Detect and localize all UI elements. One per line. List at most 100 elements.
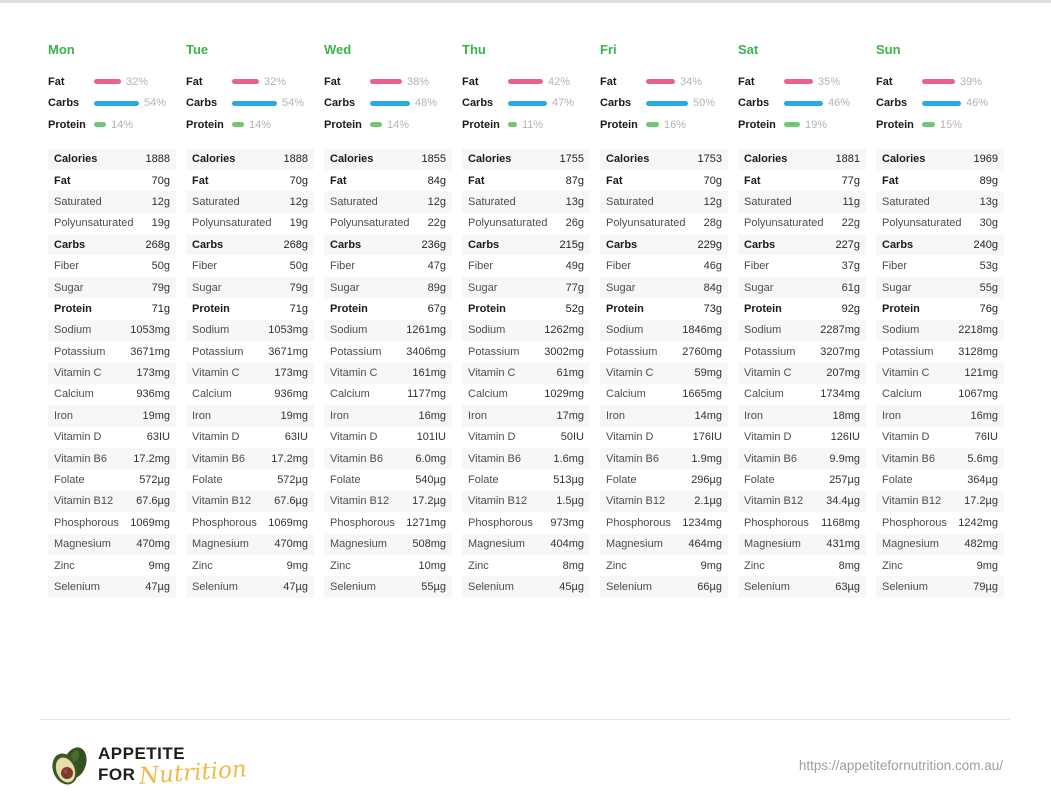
nutrient-value: 1846mg bbox=[682, 324, 722, 337]
nutrient-row-vitamin-c: Vitamin C 121mg bbox=[876, 362, 1004, 384]
nutrient-label: Vitamin B12 bbox=[744, 495, 804, 508]
nutrient-row-selenium: Selenium 55µg bbox=[324, 576, 452, 598]
nutrient-row-vitamin-d: Vitamin D 63IU bbox=[48, 427, 176, 448]
nutrient-row-polyunsaturated: Polyunsaturated 28g bbox=[600, 213, 728, 234]
nutrient-label: Magnesium bbox=[468, 538, 525, 551]
protein-bar bbox=[646, 122, 659, 128]
nutrient-row-iron: Iron 16mg bbox=[876, 405, 1004, 427]
nutrient-label: Carbs bbox=[606, 238, 638, 251]
nutrient-label: Carbs bbox=[882, 238, 914, 251]
nutrient-value: 470mg bbox=[136, 538, 170, 551]
nutrient-label: Zinc bbox=[468, 559, 489, 572]
nutrient-value: 268g bbox=[283, 238, 308, 251]
nutrient-value: 16mg bbox=[418, 409, 446, 422]
nutrient-label: Saturated bbox=[468, 195, 516, 208]
nutrient-label: Vitamin C bbox=[468, 367, 516, 380]
nutrient-label: Magnesium bbox=[192, 538, 249, 551]
nutrient-row-magnesium: Magnesium 482mg bbox=[876, 533, 1004, 555]
nutrient-label: Folate bbox=[192, 474, 223, 487]
nutrient-value: 10mg bbox=[418, 559, 446, 572]
nutrient-value: 34.4µg bbox=[826, 495, 860, 508]
nutrient-label: Folate bbox=[330, 474, 361, 487]
nutrient-row-sodium: Sodium 2287mg bbox=[738, 319, 866, 342]
nutrient-row-calories: Calories 1888 bbox=[186, 148, 314, 170]
nutrient-row-zinc: Zinc 10mg bbox=[324, 555, 452, 576]
nutrient-label: Vitamin B6 bbox=[54, 452, 107, 465]
nutrient-label: Calories bbox=[468, 153, 512, 166]
nutrient-label: Sodium bbox=[468, 324, 506, 337]
nutrient-label: Sugar bbox=[468, 281, 498, 294]
macro-label: Carbs bbox=[186, 97, 218, 110]
nutrient-value: 1753 bbox=[697, 153, 722, 166]
nutrient-label: Selenium bbox=[882, 581, 928, 593]
nutrient-row-saturated: Saturated 13g bbox=[462, 191, 590, 213]
macro-row-protein: Protein 11% bbox=[462, 114, 590, 136]
protein-bar bbox=[784, 122, 800, 128]
nutrient-value: 482mg bbox=[964, 538, 998, 551]
nutrient-row-vitamin-b6: Vitamin B6 5.6mg bbox=[876, 447, 1004, 470]
nutrient-value: 63µg bbox=[835, 581, 860, 593]
nutrient-value: 55g bbox=[979, 281, 998, 294]
nutrient-row-phosphorous: Phosphorous 1069mg bbox=[48, 512, 176, 533]
macro-percent: 14% bbox=[249, 118, 272, 131]
nutrient-row-vitamin-b6: Vitamin B6 1.6mg bbox=[462, 447, 590, 470]
nutrient-value: 67.6µg bbox=[136, 495, 170, 508]
nutrient-label: Folate bbox=[54, 474, 85, 487]
nutrient-row-iron: Iron 17mg bbox=[462, 405, 590, 427]
macro-label: Fat bbox=[876, 75, 893, 88]
fat-bar bbox=[508, 79, 543, 85]
nutrient-value: 1069mg bbox=[268, 516, 308, 529]
nutrient-value: 8mg bbox=[838, 559, 860, 572]
carbs-bar bbox=[784, 100, 823, 106]
nutrient-row-protein: Protein 76g bbox=[876, 298, 1004, 319]
macro-label: Protein bbox=[462, 118, 500, 131]
nutrient-row-protein: Protein 52g bbox=[462, 298, 590, 319]
nutrient-label: Magnesium bbox=[330, 538, 387, 551]
nutrient-table: Calories 1753 Fat 70g Saturated 12g Polyunsatu… bbox=[600, 148, 728, 598]
nutrient-label: Calories bbox=[744, 153, 788, 166]
nutrient-row-potassium: Potassium 3207mg bbox=[738, 341, 866, 362]
nutrient-value: 513µg bbox=[553, 474, 584, 487]
nutrient-value: 1888 bbox=[145, 153, 170, 166]
nutrient-value: 11g bbox=[842, 195, 860, 208]
nutrient-value: 45µg bbox=[559, 581, 584, 593]
nutrient-row-fat: Fat 70g bbox=[186, 170, 314, 191]
nutrient-label: Polyunsaturated bbox=[744, 217, 824, 230]
nutrient-row-phosphorous: Phosphorous 1168mg bbox=[738, 512, 866, 533]
nutrient-label: Fiber bbox=[606, 260, 632, 273]
nutrient-row-carbs: Carbs 227g bbox=[738, 234, 866, 256]
nutrient-label: Sugar bbox=[192, 281, 222, 294]
macro-percent: 47% bbox=[552, 97, 575, 110]
nutrient-value: 22g bbox=[427, 217, 446, 230]
nutrient-row-zinc: Zinc 8mg bbox=[462, 555, 590, 576]
nutrient-label: Fat bbox=[330, 174, 347, 187]
nutrient-row-vitamin-c: Vitamin C 59mg bbox=[600, 362, 728, 384]
nutrient-label: Vitamin C bbox=[882, 367, 930, 380]
macro-label: Carbs bbox=[324, 97, 356, 110]
nutrient-table: Calories 1969 Fat 89g Saturated 13g Polyunsatu… bbox=[876, 148, 1004, 598]
nutrient-value: 55µg bbox=[421, 581, 446, 593]
macro-percent: 34% bbox=[680, 75, 703, 88]
macro-label: Fat bbox=[600, 75, 617, 88]
nutrient-row-folate: Folate 572µg bbox=[48, 469, 176, 490]
macro-summary: Fat 39% Carbs 46% Protein 15% bbox=[876, 71, 1004, 136]
nutrient-row-phosphorous: Phosphorous 973mg bbox=[462, 512, 590, 533]
nutrient-value: 47µg bbox=[145, 581, 170, 593]
nutrient-label: Calories bbox=[606, 153, 650, 166]
nutrient-row-fat: Fat 87g bbox=[462, 170, 590, 191]
nutrient-row-sugar: Sugar 55g bbox=[876, 276, 1004, 299]
macro-row-carbs: Carbs 46% bbox=[738, 93, 866, 115]
website-url-link[interactable]: https://appetitefornutrition.com.au/ bbox=[798, 757, 1003, 773]
nutrient-row-protein: Protein 71g bbox=[186, 298, 314, 319]
footer: APPETITE FOR Nutrition https://appetitef… bbox=[48, 742, 1003, 790]
carbs-bar bbox=[646, 100, 688, 106]
nutrient-row-polyunsaturated: Polyunsaturated 19g bbox=[186, 213, 314, 234]
day-header-sun: Sun bbox=[876, 42, 901, 57]
fat-bar bbox=[94, 79, 121, 85]
nutrient-label: Zinc bbox=[606, 559, 627, 572]
nutrient-label: Protein bbox=[468, 302, 506, 315]
nutrient-label: Iron bbox=[744, 409, 763, 422]
avocado-logo-icon bbox=[52, 747, 87, 785]
macro-percent: 38% bbox=[407, 75, 430, 88]
nutrient-label: Phosphorous bbox=[744, 516, 809, 529]
